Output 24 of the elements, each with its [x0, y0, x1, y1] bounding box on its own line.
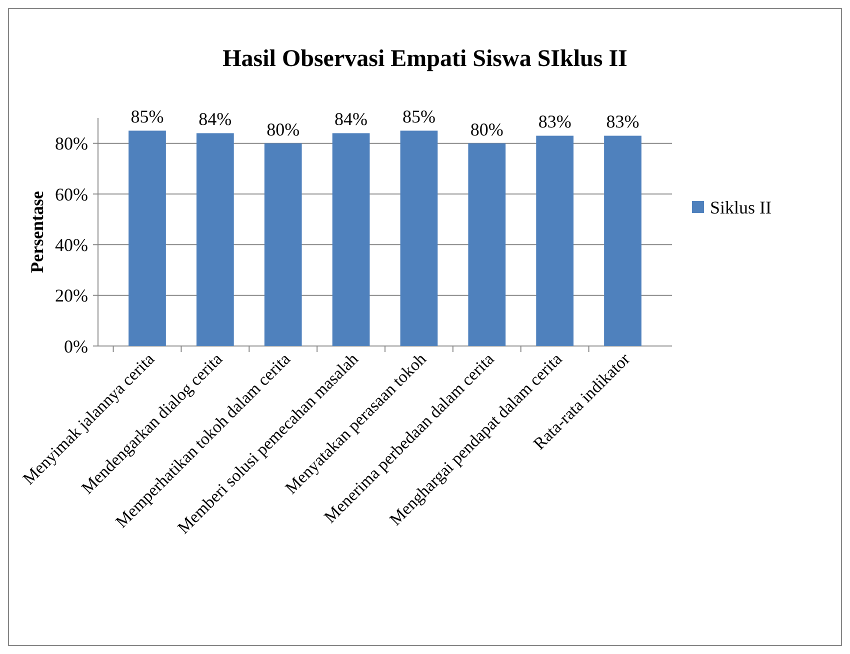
bar [468, 143, 506, 346]
data-label: 85% [130, 106, 164, 127]
y-tick-label: 0% [64, 336, 88, 356]
y-axis-title: Persentase [27, 191, 47, 273]
bar [128, 130, 166, 346]
bar [604, 136, 642, 346]
data-label: 80% [470, 119, 504, 140]
bar [196, 133, 234, 346]
data-label: 83% [606, 112, 640, 132]
y-tick-label: 40% [55, 234, 88, 255]
bar [332, 133, 370, 346]
chart-title: Hasil Observasi Empati Siswa SIklus II [222, 46, 628, 72]
y-tick-label: 20% [55, 286, 88, 306]
legend-label: Siklus II [710, 197, 772, 218]
data-label: 83% [538, 112, 572, 132]
bar [400, 130, 438, 346]
bar [536, 136, 574, 346]
bar [264, 143, 302, 346]
y-tick-label: 60% [55, 184, 88, 204]
data-label: 84% [334, 109, 368, 130]
data-label: 85% [402, 106, 436, 127]
data-label: 80% [266, 119, 300, 140]
y-tick-label: 80% [55, 134, 88, 154]
data-label: 84% [198, 109, 232, 130]
